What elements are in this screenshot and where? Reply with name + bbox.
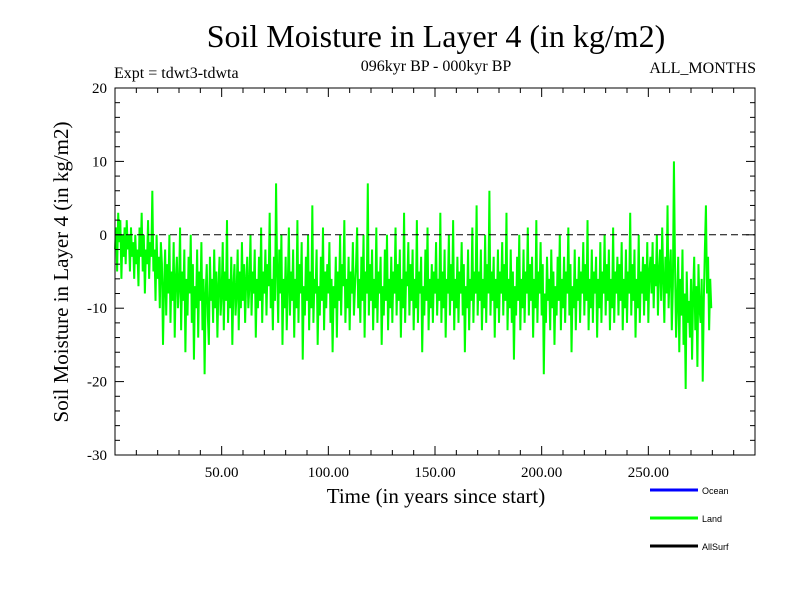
x-tick-label: 150.00 [414, 465, 455, 481]
x-tick-labels: 50.00 100.00 150.00 200.00 250.00 [205, 465, 669, 481]
x-tick-label: 200.00 [521, 465, 562, 481]
months-label: ALL_MONTHS [649, 60, 756, 77]
legend: Ocean Land AllSurf [650, 486, 729, 552]
y-tick-label: -30 [87, 448, 107, 464]
series-line-land [114, 161, 713, 389]
experiment-label: Expt = tdwt3-tdwta [114, 65, 239, 82]
legend-label-ocean: Ocean [702, 486, 729, 496]
y-axis-label: Soil Moisture in Layer 4 (in kg/m2) [49, 122, 73, 423]
y-tick-label: -20 [87, 375, 107, 391]
data-series-layer [114, 161, 713, 389]
legend-label-allsurf: AllSurf [702, 542, 729, 552]
axis-ticks [115, 88, 755, 455]
y-tick-label: -10 [87, 301, 107, 317]
legend-label-land: Land [702, 514, 722, 524]
y-tick-labels: -30 -20 -10 0 10 20 [87, 81, 107, 464]
x-tick-label: 100.00 [308, 465, 349, 481]
y-tick-label: 10 [92, 154, 107, 170]
x-tick-label: 50.00 [205, 465, 239, 481]
x-axis-label: Time (in years since start) [327, 484, 546, 508]
x-tick-label: 250.00 [628, 465, 669, 481]
y-tick-label: 20 [92, 81, 107, 97]
y-tick-label: 0 [100, 228, 108, 244]
chart-title: Soil Moisture in Layer 4 (in kg/m2) [207, 18, 666, 54]
time-range-label: 096kyr BP - 000kyr BP [361, 58, 512, 75]
